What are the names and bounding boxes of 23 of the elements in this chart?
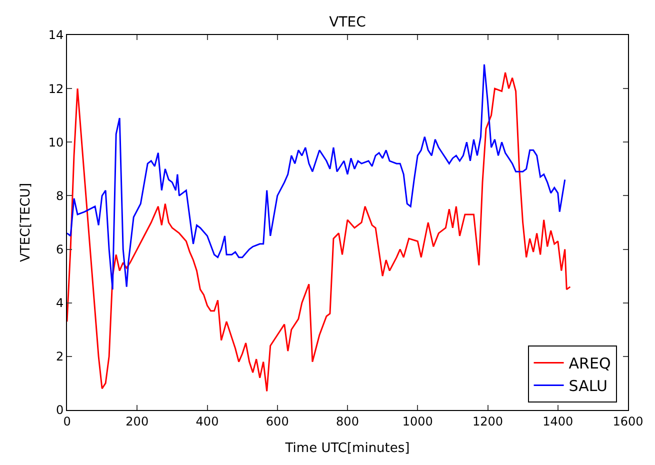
x-tick-label: 600 — [266, 414, 289, 428]
x-axis-title: Time UTC[minutes] — [284, 441, 410, 456]
chart-title: VTEC — [329, 14, 366, 31]
y-tick-label: 14 — [48, 28, 64, 42]
legend-label: SALU — [568, 377, 608, 396]
x-tick-label: 1600 — [612, 414, 644, 428]
y-tick-label: 0 — [56, 403, 64, 418]
legend-label: AREQ — [568, 354, 611, 373]
x-tick-label: 200 — [126, 414, 149, 428]
x-tick-label: 800 — [336, 414, 359, 428]
y-tick-label: 6 — [56, 242, 64, 256]
x-tick-label: 1200 — [472, 414, 504, 428]
y-tick-label: 12 — [48, 82, 64, 96]
line-series — [67, 72, 571, 392]
y-tick-label: 8 — [56, 188, 64, 203]
x-tick-label: 1000 — [402, 414, 433, 428]
line-series — [67, 64, 566, 290]
y-tick-label: 10 — [48, 135, 64, 150]
y-tick-label: 2 — [56, 350, 64, 364]
y-axis-title: VTEC[TECU] — [18, 182, 34, 262]
x-tick-label: 1400 — [542, 414, 574, 428]
y-tick-label: 4 — [56, 296, 64, 310]
x-tick-label: 400 — [196, 414, 219, 428]
